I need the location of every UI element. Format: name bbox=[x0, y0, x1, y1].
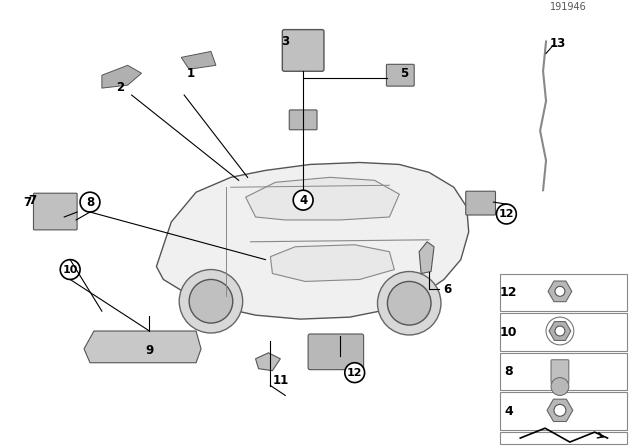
Circle shape bbox=[554, 405, 566, 416]
Text: 7: 7 bbox=[24, 196, 31, 209]
Text: 191946: 191946 bbox=[550, 2, 586, 12]
Text: 10: 10 bbox=[500, 326, 517, 339]
Text: 12: 12 bbox=[347, 368, 362, 378]
Text: 6: 6 bbox=[443, 283, 451, 296]
Circle shape bbox=[345, 363, 365, 383]
Text: 2: 2 bbox=[116, 81, 124, 94]
FancyBboxPatch shape bbox=[466, 191, 495, 215]
FancyBboxPatch shape bbox=[308, 334, 364, 370]
Text: 7: 7 bbox=[28, 194, 36, 207]
Text: 3: 3 bbox=[281, 35, 289, 48]
Text: 13: 13 bbox=[550, 37, 566, 50]
Polygon shape bbox=[419, 242, 434, 274]
FancyBboxPatch shape bbox=[500, 432, 627, 444]
Circle shape bbox=[60, 260, 80, 280]
Circle shape bbox=[179, 270, 243, 333]
Polygon shape bbox=[84, 331, 201, 363]
Polygon shape bbox=[246, 177, 399, 220]
Text: 1: 1 bbox=[187, 67, 195, 80]
Polygon shape bbox=[156, 163, 468, 319]
Polygon shape bbox=[271, 245, 394, 281]
Circle shape bbox=[378, 271, 441, 335]
Polygon shape bbox=[548, 281, 572, 302]
Polygon shape bbox=[549, 322, 571, 340]
Polygon shape bbox=[547, 399, 573, 422]
Text: 5: 5 bbox=[400, 67, 408, 80]
FancyBboxPatch shape bbox=[289, 110, 317, 130]
Circle shape bbox=[555, 286, 565, 296]
Text: 4: 4 bbox=[299, 194, 307, 207]
FancyBboxPatch shape bbox=[500, 313, 627, 351]
FancyBboxPatch shape bbox=[387, 65, 414, 86]
Polygon shape bbox=[102, 65, 141, 88]
Polygon shape bbox=[255, 353, 280, 370]
FancyBboxPatch shape bbox=[500, 274, 627, 311]
Circle shape bbox=[497, 204, 516, 224]
Text: 4: 4 bbox=[504, 405, 513, 418]
FancyBboxPatch shape bbox=[282, 30, 324, 71]
Text: 8: 8 bbox=[86, 196, 94, 209]
Text: 12: 12 bbox=[500, 286, 517, 299]
FancyBboxPatch shape bbox=[551, 360, 569, 383]
Circle shape bbox=[293, 190, 313, 210]
Circle shape bbox=[80, 192, 100, 212]
Circle shape bbox=[555, 326, 565, 336]
Text: 9: 9 bbox=[145, 345, 154, 358]
Text: 10: 10 bbox=[63, 264, 78, 275]
Circle shape bbox=[189, 280, 233, 323]
Circle shape bbox=[551, 378, 569, 396]
Text: 8: 8 bbox=[504, 365, 513, 378]
FancyBboxPatch shape bbox=[33, 193, 77, 230]
Text: 11: 11 bbox=[272, 374, 289, 387]
FancyBboxPatch shape bbox=[500, 353, 627, 391]
Circle shape bbox=[387, 281, 431, 325]
Polygon shape bbox=[181, 52, 216, 69]
Text: 12: 12 bbox=[499, 209, 514, 219]
FancyBboxPatch shape bbox=[500, 392, 627, 430]
